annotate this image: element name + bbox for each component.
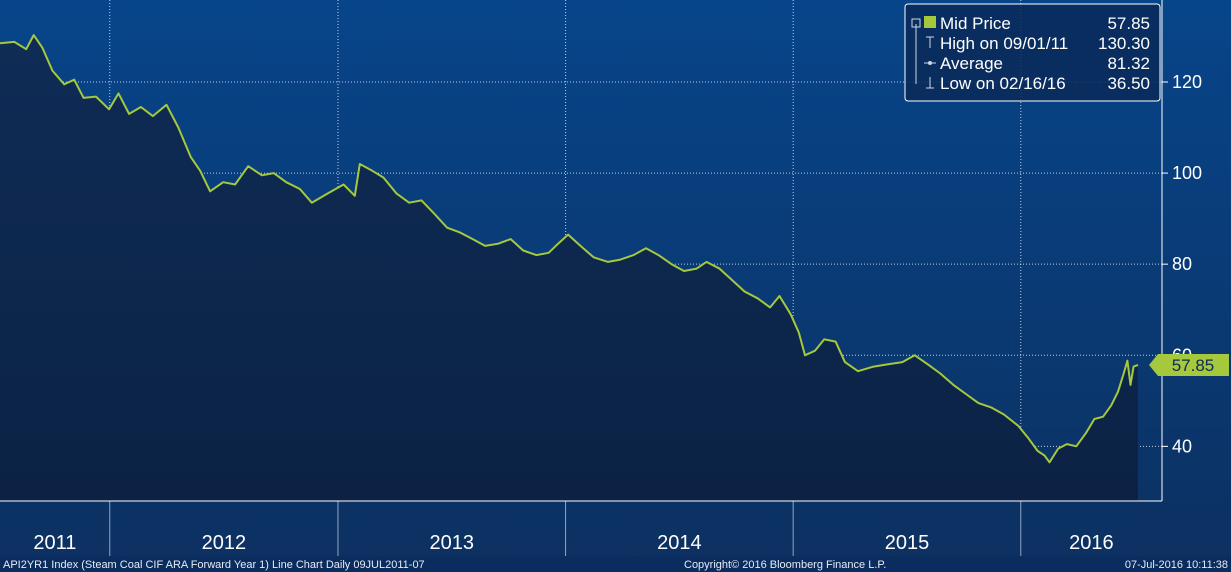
y-tick-label: 40 xyxy=(1172,436,1192,456)
x-tick-labels: 2011 2012 2013 2014 2015 2016 xyxy=(33,532,1113,554)
last-price-value: 57.85 xyxy=(1172,356,1215,375)
legend-value-low: 36.50 xyxy=(1107,74,1150,93)
series-line-mid-price xyxy=(0,34,1139,464)
x-tick-label: 2013 xyxy=(430,532,475,554)
legend-value-mid: 57.85 xyxy=(1107,14,1150,33)
x-tick-label: 2016 xyxy=(1069,532,1114,554)
low-marker-icon xyxy=(926,77,934,89)
legend: Mid Price 57.85 High on 09/01/11 130.30 Aver… xyxy=(904,3,1161,102)
footer-timestamp: 07-Jul-2016 10:11:38 xyxy=(1125,559,1228,571)
y-tick-label: 80 xyxy=(1172,254,1192,274)
x-tick-label: 2014 xyxy=(657,532,702,554)
collapse-toggle-icon[interactable] xyxy=(911,18,921,28)
high-marker-icon xyxy=(926,36,934,48)
legend-value-avg: 81.32 xyxy=(1107,54,1150,73)
axes xyxy=(0,0,1168,556)
x-tick-label: 2012 xyxy=(202,532,247,554)
series-area-mid-price xyxy=(0,35,1138,501)
legend-value-high: 130.30 xyxy=(1098,34,1150,53)
x-tick-label: 2015 xyxy=(885,532,930,554)
legend-swatch-mid-price xyxy=(924,16,936,28)
legend-label-avg: Average xyxy=(940,54,1003,73)
series-line-layer xyxy=(0,34,1139,464)
last-price-label: 57.85 xyxy=(1149,354,1229,377)
legend-box xyxy=(904,3,1161,102)
footer-copyright: Copyright© 2016 Bloomberg Finance L.P. xyxy=(684,559,886,571)
last-price-tag xyxy=(1149,354,1229,377)
y-tick-label: 120 xyxy=(1172,72,1202,92)
y-tick-label: 100 xyxy=(1172,163,1202,183)
footer-bar xyxy=(0,556,1231,572)
average-marker-dot xyxy=(928,61,932,65)
area-fill-layer xyxy=(0,35,1138,501)
legend-label-high: High on 09/01/11 xyxy=(940,34,1068,53)
legend-label-low: Low on 02/16/16 xyxy=(940,74,1066,93)
legend-label-mid: Mid Price xyxy=(940,14,1011,33)
x-tick-label: 2011 xyxy=(33,532,76,554)
footer-description: API2YR1 Index (Steam Coal CIF ARA Forwar… xyxy=(3,559,425,571)
